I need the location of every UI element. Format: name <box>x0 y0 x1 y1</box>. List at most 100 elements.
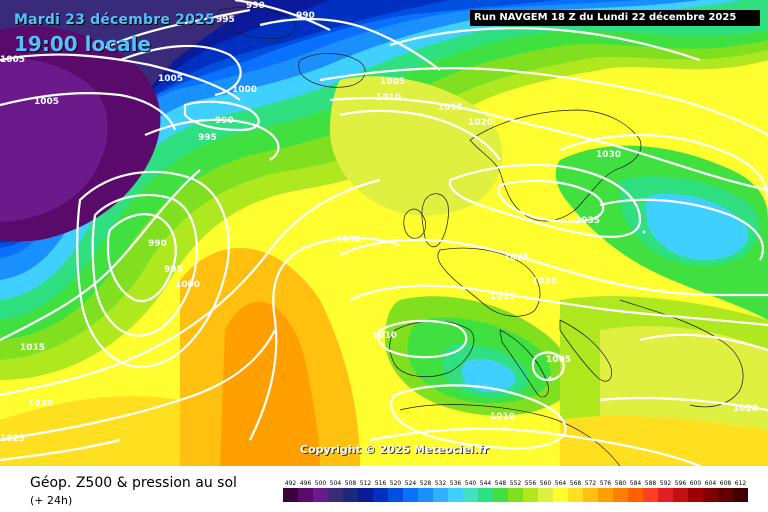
copyright-notice: Copyright © 2025 Meteociel.fr <box>300 443 489 456</box>
geopotential-field <box>0 0 768 466</box>
isobar-label: 1010 <box>490 412 515 422</box>
scale-tick-label: 496 <box>300 480 312 487</box>
scale-color-cell <box>523 488 538 502</box>
isobar-label: 1030 <box>596 150 621 160</box>
scale-tick-label: 576 <box>600 480 612 487</box>
scale-color-cell <box>583 488 598 502</box>
scale-color-cell <box>403 488 418 502</box>
scale-color-cell <box>328 488 343 502</box>
isobar-label: 995 <box>198 133 217 143</box>
scale-color-cell <box>553 488 568 502</box>
scale-tick-label: 500 <box>315 480 327 487</box>
scale-color-cell <box>658 488 673 502</box>
scale-tick-label: 544 <box>480 480 492 487</box>
isobar-label: 990 <box>246 1 265 11</box>
isobar-label: 1020 <box>733 404 758 414</box>
scale-color-cell <box>478 488 493 502</box>
legend-title: Géop. Z500 & pression au sol <box>30 475 237 491</box>
isobar-label: 1015 <box>20 343 45 353</box>
low-center-marker <box>548 376 552 380</box>
isobar-label: 1005 <box>380 77 405 87</box>
isobar-label: 1030 <box>336 235 361 245</box>
isobar-label: 1025 <box>0 434 25 444</box>
scale-tick-label: 516 <box>375 480 387 487</box>
scale-color-cell <box>688 488 703 502</box>
scale-tick-label: 592 <box>660 480 672 487</box>
scale-tick-label: 520 <box>390 480 402 487</box>
scale-color-cell <box>373 488 388 502</box>
isobar-label: 1015 <box>490 292 515 302</box>
scale-color-cell <box>388 488 403 502</box>
forecast-local-time: 19:00 locale <box>14 32 151 56</box>
scale-tick-label: 540 <box>465 480 477 487</box>
scale-color-cell <box>568 488 583 502</box>
isobar-label: 995 <box>164 265 183 275</box>
scale-tick-label: 524 <box>405 480 417 487</box>
scale-color-cell <box>718 488 733 502</box>
scale-tick-label: 512 <box>360 480 372 487</box>
scale-tick-label: 528 <box>420 480 432 487</box>
isobars <box>0 0 768 466</box>
scale-tick-label: 536 <box>450 480 462 487</box>
scale-tick-label: 492 <box>285 480 297 487</box>
isobar-label: 1005 <box>158 74 183 84</box>
pressure-centers <box>548 230 646 380</box>
scale-color-cell <box>673 488 688 502</box>
forecast-date-title: Mardi 23 décembre 2025 <box>14 12 215 28</box>
scale-tick-label: 564 <box>555 480 567 487</box>
isobar-label: 1005 <box>0 55 25 65</box>
scale-tick-label: 608 <box>720 480 732 487</box>
scale-tick-label: 508 <box>345 480 357 487</box>
scale-color-cell <box>343 488 358 502</box>
high-center-marker <box>642 230 646 234</box>
scale-tick-label: 612 <box>735 480 747 487</box>
isobar-label: 1020 <box>532 277 557 287</box>
scale-color-cell <box>358 488 373 502</box>
scale-tick-label: 604 <box>705 480 717 487</box>
color-scale-bar: 492 496 500 504 508 512 516 520 524 528 532 536 540 5… <box>283 480 748 502</box>
isobar-label: 1000 <box>175 280 200 290</box>
isobar-label: 1000 <box>232 85 257 95</box>
scale-color-cell <box>613 488 628 502</box>
weather-map: 995 990 990 1005 1005 1005 1000 990 995 … <box>0 0 768 466</box>
scale-tick-label: 580 <box>615 480 627 487</box>
isobar-label: 1025 <box>504 253 529 263</box>
scale-color-cell <box>298 488 313 502</box>
scale-color-cell <box>493 488 508 502</box>
isobar-label: 1020 <box>28 399 53 409</box>
isobar-label: 995 <box>216 15 235 25</box>
isobar-label: 1015 <box>438 103 463 113</box>
scale-tick-label: 556 <box>525 480 537 487</box>
scale-color-cell <box>433 488 448 502</box>
scale-tick-label: 504 <box>330 480 342 487</box>
scale-color-cell <box>463 488 478 502</box>
isobar-label: 990 <box>215 116 234 126</box>
isobar-label: 1020 <box>468 118 493 128</box>
scale-color-cell <box>538 488 553 502</box>
scale-color-cell <box>703 488 718 502</box>
scale-tick-label: 588 <box>645 480 657 487</box>
isobar-label: 1005 <box>546 355 571 365</box>
isobar-label: 990 <box>148 239 167 249</box>
legend-subtitle: (+ 24h) <box>30 494 73 507</box>
scale-color-cell <box>628 488 643 502</box>
scale-color-cell <box>283 488 298 502</box>
scale-tick-label: 552 <box>510 480 522 487</box>
scale-color-cell <box>598 488 613 502</box>
scale-color-cell <box>448 488 463 502</box>
isobar-label: 1010 <box>376 93 401 103</box>
scale-tick-label: 548 <box>495 480 507 487</box>
scale-tick-label: 568 <box>570 480 582 487</box>
scale-tick-label: 584 <box>630 480 642 487</box>
scale-color-cell <box>508 488 523 502</box>
scale-tick-label: 600 <box>690 480 702 487</box>
scale-color-cell <box>733 488 748 502</box>
scale-tick-label: 532 <box>435 480 447 487</box>
model-run-info: Run NAVGEM 18 Z du Lundi 22 décembre 202… <box>470 10 760 26</box>
scale-color-cell <box>418 488 433 502</box>
isobar-label: 1010 <box>372 331 397 341</box>
scale-tick-label: 572 <box>585 480 597 487</box>
isobar-label: 1005 <box>34 97 59 107</box>
scale-color-cell <box>643 488 658 502</box>
scale-color-cell <box>313 488 328 502</box>
